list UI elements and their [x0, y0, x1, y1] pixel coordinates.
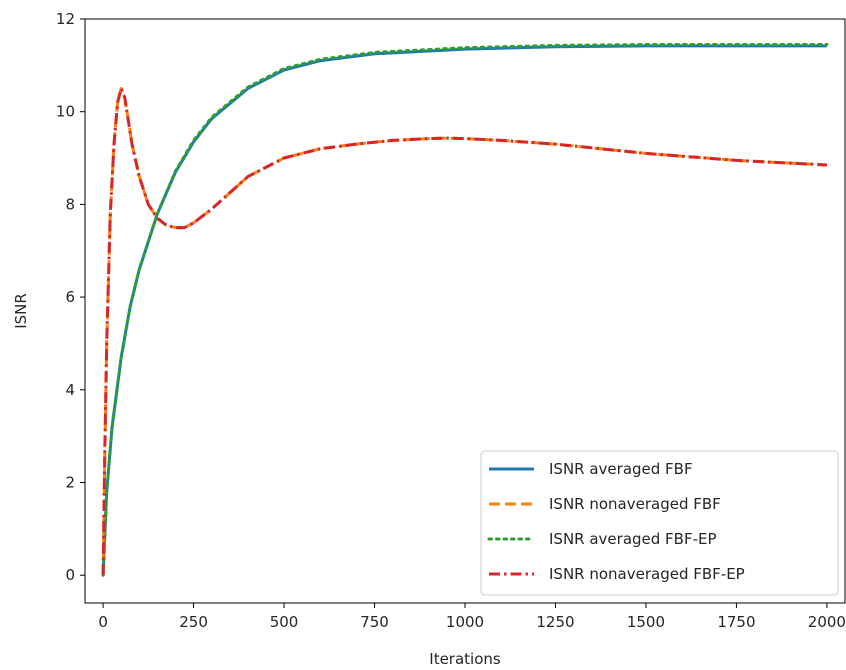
- x-tick-label: 1750: [717, 613, 755, 631]
- series-line-3: [101, 43, 829, 577]
- series-layer: [101, 43, 829, 577]
- legend: ISNR averaged FBF ISNR nonaveraged FBF ISN…: [480, 450, 839, 596]
- y-axis-ticks: 0 2 4 6 8 10 12: [56, 10, 85, 584]
- legend-label: ISNR averaged FBF-EP: [549, 530, 717, 548]
- x-tick-label: 1000: [446, 613, 484, 631]
- x-tick-label: 1500: [627, 613, 665, 631]
- x-axis-ticks: 0 250 500 750 1000 1250 1500 1750 2000: [98, 603, 846, 631]
- legend-label: ISNR nonaveraged FBF: [549, 495, 721, 513]
- y-tick-label: 6: [65, 288, 75, 306]
- y-axis-label: ISNR: [12, 293, 30, 329]
- y-tick-label: 0: [65, 566, 75, 584]
- y-tick-label: 10: [56, 103, 75, 121]
- series-line-4: [101, 87, 827, 576]
- y-tick-label: 8: [65, 195, 75, 213]
- x-axis-label: Iterations: [429, 650, 501, 668]
- x-tick-label: 0: [98, 613, 108, 631]
- legend-label: ISNR nonaveraged FBF-EP: [549, 565, 745, 583]
- y-tick-label: 4: [65, 381, 75, 399]
- y-tick-label: 12: [56, 10, 75, 28]
- x-tick-label: 500: [270, 613, 299, 631]
- x-tick-label: 750: [360, 613, 389, 631]
- y-tick-label: 2: [65, 473, 75, 491]
- x-tick-label: 250: [179, 613, 208, 631]
- legend-box: [480, 450, 839, 596]
- legend-label: ISNR averaged FBF: [549, 460, 693, 478]
- x-tick-label: 1250: [536, 613, 574, 631]
- x-tick-label: 2000: [808, 613, 846, 631]
- plot-frame: [84, 18, 846, 604]
